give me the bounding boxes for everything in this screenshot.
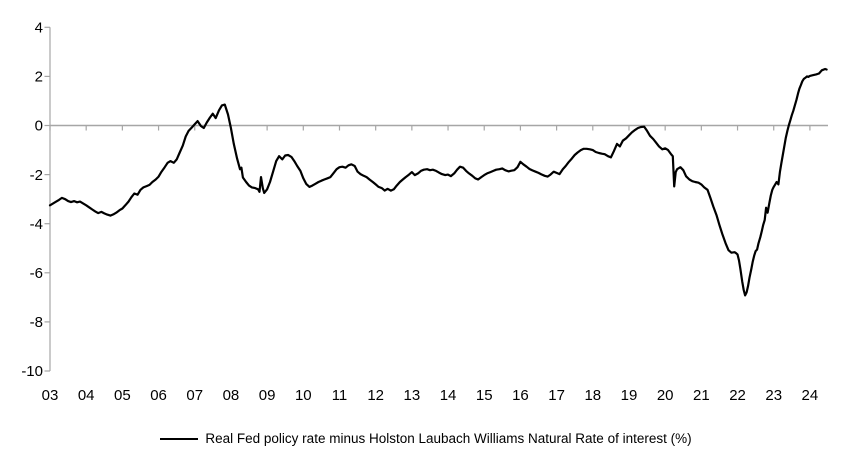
- x-axis-label: 22: [729, 387, 746, 404]
- legend-label: Real Fed policy rate minus Holston Lauba…: [205, 431, 692, 446]
- x-axis-label: 04: [78, 387, 95, 404]
- x-axis-label: 17: [548, 387, 565, 404]
- x-axis-label: 09: [259, 387, 276, 404]
- series-line: [48, 67, 828, 297]
- x-axis-label: 11: [332, 387, 348, 404]
- x-axis-label: 15: [476, 387, 493, 404]
- x-axis-label: 20: [657, 387, 674, 404]
- x-axis-label: 14: [440, 387, 457, 404]
- x-axis-label: 05: [114, 387, 131, 404]
- x-axis-label: 19: [621, 387, 638, 404]
- x-axis-label: 24: [802, 387, 819, 404]
- legend-line-sample: [160, 437, 199, 440]
- x-axis-label: 16: [512, 387, 529, 404]
- y-axis-label: 4: [35, 20, 43, 37]
- y-axis-label: -2: [30, 167, 43, 184]
- legend: Real Fed policy rate minus Holston Lauba…: [0, 431, 852, 446]
- x-axis-label: 03: [42, 387, 59, 404]
- y-axis-label: -10: [21, 363, 43, 380]
- y-axis-label: -6: [30, 265, 43, 282]
- y-axis-label: -4: [30, 216, 43, 233]
- x-axis-label: 06: [150, 387, 167, 404]
- x-axis-label: 23: [765, 387, 782, 404]
- x-axis-label: 08: [223, 387, 240, 404]
- x-axis-label: 13: [404, 387, 421, 404]
- x-axis-label: 07: [186, 387, 203, 404]
- y-axis-label: 2: [35, 69, 43, 86]
- x-axis-label: 10: [295, 387, 312, 404]
- x-axis-label: 21: [693, 387, 710, 404]
- x-axis-label: 12: [367, 387, 384, 404]
- y-axis-label: 0: [35, 118, 43, 135]
- x-axis-label: 18: [584, 387, 601, 404]
- y-axis-label: -8: [30, 314, 43, 331]
